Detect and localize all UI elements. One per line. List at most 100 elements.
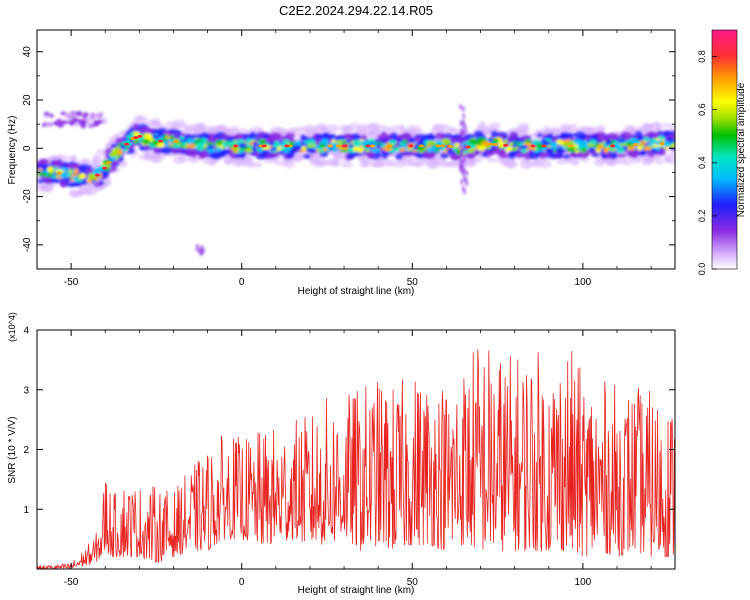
mid-blob <box>573 131 586 139</box>
mid-blob <box>508 131 519 140</box>
upper-branch-blob <box>81 114 88 119</box>
core-blob <box>568 140 575 144</box>
core-blob <box>567 147 576 153</box>
core-blob <box>93 167 103 173</box>
core-blob <box>428 146 434 152</box>
halo-blob <box>513 128 524 133</box>
core-blob <box>637 145 643 151</box>
halo-blob <box>341 162 353 168</box>
mid-blob <box>466 153 476 160</box>
hot-spot <box>447 144 453 148</box>
upper-branch-blob <box>95 120 102 125</box>
mid-blob <box>528 151 540 160</box>
core-blob <box>348 144 354 148</box>
colorbar-tick-label: 0.8 <box>697 50 707 63</box>
colorbar-ticks: 0.0 0.2 0.4 0.6 0.8 <box>697 50 717 275</box>
mid-blob <box>184 148 195 156</box>
upper-branch-blob <box>71 113 78 118</box>
core-blob <box>151 140 160 146</box>
hot-spot <box>102 166 108 170</box>
halo-blob <box>380 160 388 168</box>
upper-branch-blob <box>54 121 61 126</box>
core-blob <box>171 144 182 148</box>
core-blob <box>551 145 557 150</box>
colorbar-tick-label: 0.4 <box>697 157 707 170</box>
hot-spot <box>341 144 347 148</box>
halo-blob <box>628 128 637 134</box>
mid-blob <box>440 151 450 159</box>
hot-spot <box>287 144 293 148</box>
core-blob <box>616 139 626 143</box>
core-blob <box>555 147 566 154</box>
core-blob <box>345 139 352 143</box>
core-blob <box>370 148 381 153</box>
halo-blob <box>430 128 440 135</box>
core-blob <box>182 141 187 146</box>
halo-blob <box>54 154 68 161</box>
halo-blob <box>309 153 322 162</box>
upper-branch-blob <box>79 122 86 127</box>
halo-blob <box>529 161 541 166</box>
y-tick-label: 2 <box>23 445 29 456</box>
hot-spot <box>157 139 163 143</box>
mid-blob <box>207 137 217 144</box>
halo-blob <box>414 128 424 135</box>
core-blob <box>617 147 625 154</box>
hot-spot <box>233 144 239 148</box>
x-tick-label: 0 <box>239 277 245 288</box>
streak-blob <box>465 170 469 177</box>
core-blob <box>42 166 47 172</box>
spectrogram-xlabel: Height of straight line (km) <box>298 286 415 297</box>
hot-spot <box>465 145 471 149</box>
core-blob <box>341 141 347 145</box>
core-blob <box>283 148 291 153</box>
streak-blob <box>464 136 468 143</box>
halo-blob <box>65 156 77 161</box>
streak-blob <box>463 124 467 131</box>
spectrogram-ticks: -50 0 50 100 -40 -20 0 20 40 <box>22 30 675 288</box>
snr-panel: -50 0 50 100 1 2 3 4 Height of straight line (k… <box>7 312 676 596</box>
mid-blob <box>262 134 270 139</box>
core-blob <box>545 148 554 154</box>
core-blob <box>186 137 195 144</box>
halo-blob <box>427 159 441 169</box>
mid-blob <box>39 158 50 165</box>
y-tick-label: 20 <box>22 94 33 106</box>
halo-blob <box>188 154 200 164</box>
hot-spot <box>284 144 290 148</box>
mid-blob <box>198 151 207 158</box>
core-blob <box>186 143 196 148</box>
snr-series-line <box>37 349 675 569</box>
upper-branch-blob <box>74 122 81 127</box>
halo-blob <box>319 125 326 133</box>
mid-blob <box>60 180 67 188</box>
core-blob <box>380 143 386 148</box>
core-blob <box>215 147 222 152</box>
halo-blob <box>478 120 486 130</box>
core-blob <box>68 168 73 174</box>
halo-blob <box>177 154 186 162</box>
hot-spot <box>133 135 139 139</box>
halo-blob <box>143 150 151 155</box>
core-blob <box>492 138 499 144</box>
core-blob <box>388 140 397 145</box>
streak-blob <box>461 158 465 165</box>
snr-xlabel: Height of straight line (km) <box>298 585 415 596</box>
core-blob <box>252 141 258 147</box>
core-blob <box>179 136 185 140</box>
spectrogram-ylabel: Frequency (Hz) <box>7 116 18 185</box>
isolated-blob <box>195 244 200 249</box>
core-blob <box>87 179 92 184</box>
mid-blob <box>117 156 125 162</box>
core-blob <box>237 143 248 148</box>
halo-blob <box>556 159 569 165</box>
core-blob <box>144 133 153 140</box>
core-blob <box>245 148 254 153</box>
core-blob <box>413 145 418 150</box>
core-blob <box>165 135 171 139</box>
spectrogram-panel: -50 0 50 100 -40 -20 0 20 40 Height of straight … <box>7 29 676 297</box>
hot-spot <box>530 144 536 148</box>
core-blob <box>322 147 328 151</box>
halo-blob <box>441 123 450 130</box>
chart-title: C2E2.2024.294.22.14.R05 <box>279 3 433 18</box>
